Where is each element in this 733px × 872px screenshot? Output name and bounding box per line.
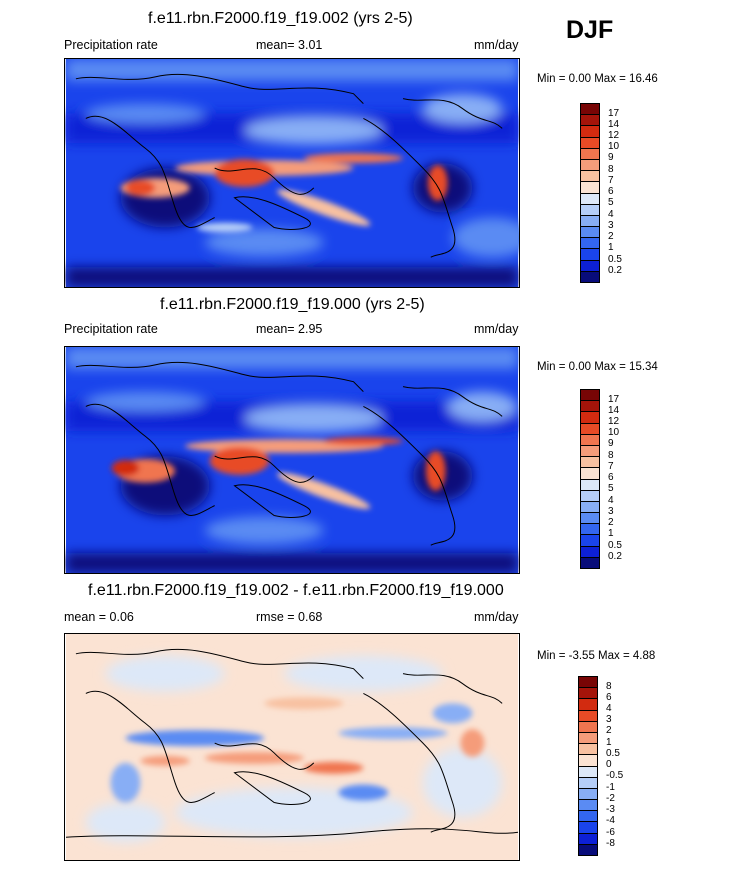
colorbar-tick: 17 (608, 108, 620, 119)
colorbar-tick: 0 (606, 759, 612, 770)
colorbar-tick: 0.2 (608, 551, 622, 562)
colorbar-tick: 6 (608, 186, 614, 197)
colorbar-tick: -0.5 (606, 770, 624, 781)
panel3-units-label: mm/day (474, 610, 519, 624)
panel2-variable-label: Precipitation rate (64, 322, 158, 336)
panel2-map (64, 346, 520, 574)
colorbar-tick: 6 (608, 472, 614, 483)
colorbar-tick: 10 (608, 141, 620, 152)
colorbar-tick: 3 (608, 506, 614, 517)
panel2-colorbar-labels: 17 14 12 10 9 8 7 6 5 4 3 2 1 0.5 0.2 (608, 389, 648, 569)
colorbar-tick: 14 (608, 119, 620, 130)
colorbar-tick: 4 (608, 495, 614, 506)
colorbar-tick: 3 (606, 714, 612, 725)
colorbar-tick: 0.5 (608, 254, 622, 265)
colorbar-tick: 2 (606, 725, 612, 736)
colorbar-tick: -4 (606, 815, 615, 826)
colorbar-tick: 12 (608, 130, 620, 141)
panel1-map-svg (65, 59, 532, 287)
panel1-mean-label: mean= 3.01 (256, 38, 323, 52)
panel2-minmax: Min = 0.00 Max = 15.34 (537, 361, 658, 373)
colorbar-tick: -2 (606, 793, 615, 804)
season-label: DJF (566, 16, 614, 44)
panel1-colorbar-labels: 17 14 12 10 9 8 7 6 5 4 3 2 1 0.5 0.2 (608, 103, 648, 283)
colorbar-tick: -8 (606, 838, 615, 849)
panel1-units-label: mm/day (474, 38, 519, 52)
colorbar-tick: 2 (608, 517, 614, 528)
colorbar-tick: -1 (606, 782, 615, 793)
colorbar-tick: 5 (608, 483, 614, 494)
panel1-colorbar (580, 103, 600, 283)
panel3-minmax: Min = -3.55 Max = 4.88 (537, 650, 656, 662)
panel3-colorbar (578, 676, 598, 856)
panel2-units-label: mm/day (474, 322, 519, 336)
colorbar-tick: 4 (608, 209, 614, 220)
panel1-minmax: Min = 0.00 Max = 16.46 (537, 73, 658, 85)
panel3-colorbar-labels: 8 6 4 3 2 1 0.5 0 -0.5 -1 -2 -3 -4 -6 -8 (606, 676, 646, 856)
colorbar-tick: 5 (608, 197, 614, 208)
colorbar-tick: 0.5 (606, 748, 620, 759)
colorbar-tick: 12 (608, 416, 620, 427)
colorbar-tick: 14 (608, 405, 620, 416)
panel3-rmse-label: rmse = 0.68 (256, 610, 323, 624)
colorbar-tick: 9 (608, 438, 614, 449)
colorbar-tick: 1 (608, 242, 614, 253)
colorbar-tick: 8 (608, 164, 614, 175)
colorbar-tick: 1 (606, 737, 612, 748)
colorbar-tick: 17 (608, 394, 620, 405)
colorbar-tick: 10 (608, 427, 620, 438)
panel2-colorbar (580, 389, 600, 569)
panel1-map (64, 58, 532, 288)
panel2-map-svg (66, 347, 518, 573)
colorbar-tick: 0.5 (608, 540, 622, 551)
panel2-title: f.e11.rbn.F2000.f19_f19.000 (yrs 2-5) (160, 296, 425, 313)
panel3-map-svg (65, 634, 519, 860)
colorbar-tick: 7 (608, 175, 614, 186)
colorbar-tick: 8 (608, 450, 614, 461)
panel1-variable-label: Precipitation rate (64, 38, 158, 52)
colorbar-tick: 2 (608, 231, 614, 242)
colorbar-tick: 8 (606, 681, 612, 692)
colorbar-tick: -3 (606, 804, 615, 815)
colorbar-tick: 1 (608, 528, 614, 539)
colorbar-tick: 4 (606, 703, 612, 714)
panel2-mean-label: mean= 2.95 (256, 322, 323, 336)
colorbar-tick: 3 (608, 220, 614, 231)
colorbar-tick: -6 (606, 827, 615, 838)
panel1-title: f.e11.rbn.F2000.f19_f19.002 (yrs 2-5) (148, 10, 413, 27)
colorbar-tick: 6 (606, 692, 612, 703)
colorbar-tick: 9 (608, 152, 614, 163)
colorbar-tick: 0.2 (608, 265, 622, 276)
panel3-title: f.e11.rbn.F2000.f19_f19.002 - f.e11.rbn.… (88, 582, 504, 599)
panel3-mean-label: mean = 0.06 (64, 610, 134, 624)
panel3-map (64, 633, 520, 861)
colorbar-tick: 7 (608, 461, 614, 472)
